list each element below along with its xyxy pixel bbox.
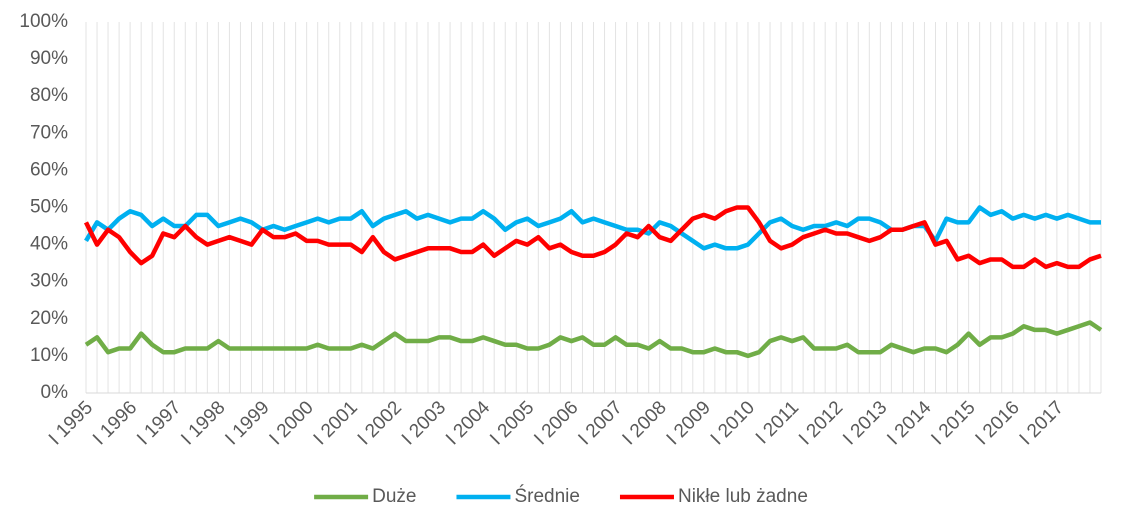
x-tick-label: I 2011 bbox=[752, 397, 803, 448]
legend-label: Duże bbox=[372, 486, 416, 507]
x-tick-label: I 2014 bbox=[883, 397, 936, 450]
x-tick-label: I 2007 bbox=[574, 397, 626, 449]
y-tick-label: 90% bbox=[30, 48, 68, 69]
x-tick-label: I 1997 bbox=[133, 397, 185, 449]
x-tick-label: I 2012 bbox=[795, 397, 847, 449]
y-tick-label: 20% bbox=[30, 308, 68, 329]
series-line bbox=[84, 320, 1103, 359]
x-tick-label: I 2002 bbox=[354, 397, 406, 449]
x-tick-label: I 1999 bbox=[221, 397, 273, 449]
x-tick-label: I 2010 bbox=[707, 397, 759, 449]
x-tick-label: I 2015 bbox=[927, 397, 979, 449]
x-tick-label: I 2000 bbox=[266, 397, 318, 449]
y-tick-label: 10% bbox=[30, 345, 68, 366]
x-tick-label: I 1998 bbox=[177, 397, 229, 449]
x-tick-label: I 2013 bbox=[839, 397, 891, 449]
x-tick-label: I 2003 bbox=[398, 397, 450, 449]
x-tick-label: I 2016 bbox=[972, 397, 1024, 449]
x-tick-label: I 2008 bbox=[619, 397, 671, 449]
x-tick-label: I 2005 bbox=[486, 397, 538, 449]
legend-label: Nikłe lub żadne bbox=[678, 486, 808, 507]
y-tick-label: 70% bbox=[30, 122, 68, 143]
legend-label: Średnie bbox=[514, 485, 580, 507]
y-tick-label: 60% bbox=[30, 159, 68, 180]
y-tick-label: 100% bbox=[19, 11, 68, 32]
x-tick-label: I 2017 bbox=[1016, 397, 1068, 449]
x-tick-label: I 1996 bbox=[89, 397, 141, 449]
series-line bbox=[83, 205, 1102, 270]
x-tick-label: I 2004 bbox=[442, 397, 495, 450]
x-tick-label: I 2001 bbox=[310, 397, 362, 449]
y-tick-label: 40% bbox=[30, 234, 68, 255]
x-tick-label: I 2006 bbox=[530, 397, 582, 449]
legend: Duże Średnie Nikłe lub żadne bbox=[314, 485, 808, 507]
y-tick-label: 30% bbox=[30, 271, 68, 292]
y-tick-label: 80% bbox=[30, 85, 68, 106]
y-tick-label: 0% bbox=[41, 382, 69, 403]
x-tick-label: I 2009 bbox=[663, 397, 715, 449]
y-tick-label: 50% bbox=[30, 197, 68, 218]
x-tick-label: I 1995 bbox=[45, 397, 97, 449]
